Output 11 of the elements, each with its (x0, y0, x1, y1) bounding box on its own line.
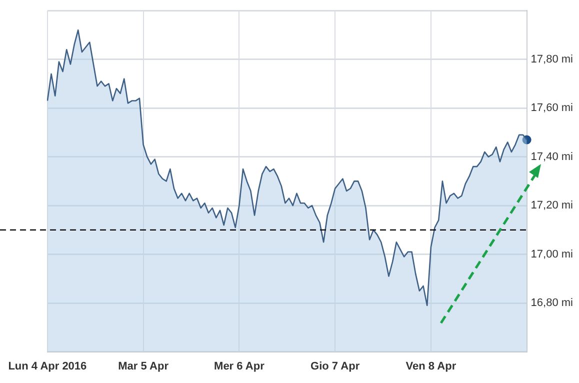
y-tick-label: 17,00 mi (530, 248, 574, 260)
x-tick-label: Lun 4 Apr 2016 (8, 360, 87, 372)
y-tick-label: 17,80 mi (530, 53, 574, 66)
y-tick-label: 16,80 mi (530, 297, 574, 310)
x-tick-label: Gio 7 Apr (310, 360, 360, 372)
x-tick-label: Mer 6 Apr (214, 360, 266, 372)
y-tick-label: 17,20 mi (530, 200, 574, 212)
y-tick-label: 17,40 mi (530, 150, 574, 163)
x-tick-label: Mar 5 Apr (118, 360, 170, 372)
y-tick-label: 17,60 mi (530, 102, 574, 114)
x-tick-label: Ven 8 Apr (406, 360, 457, 372)
